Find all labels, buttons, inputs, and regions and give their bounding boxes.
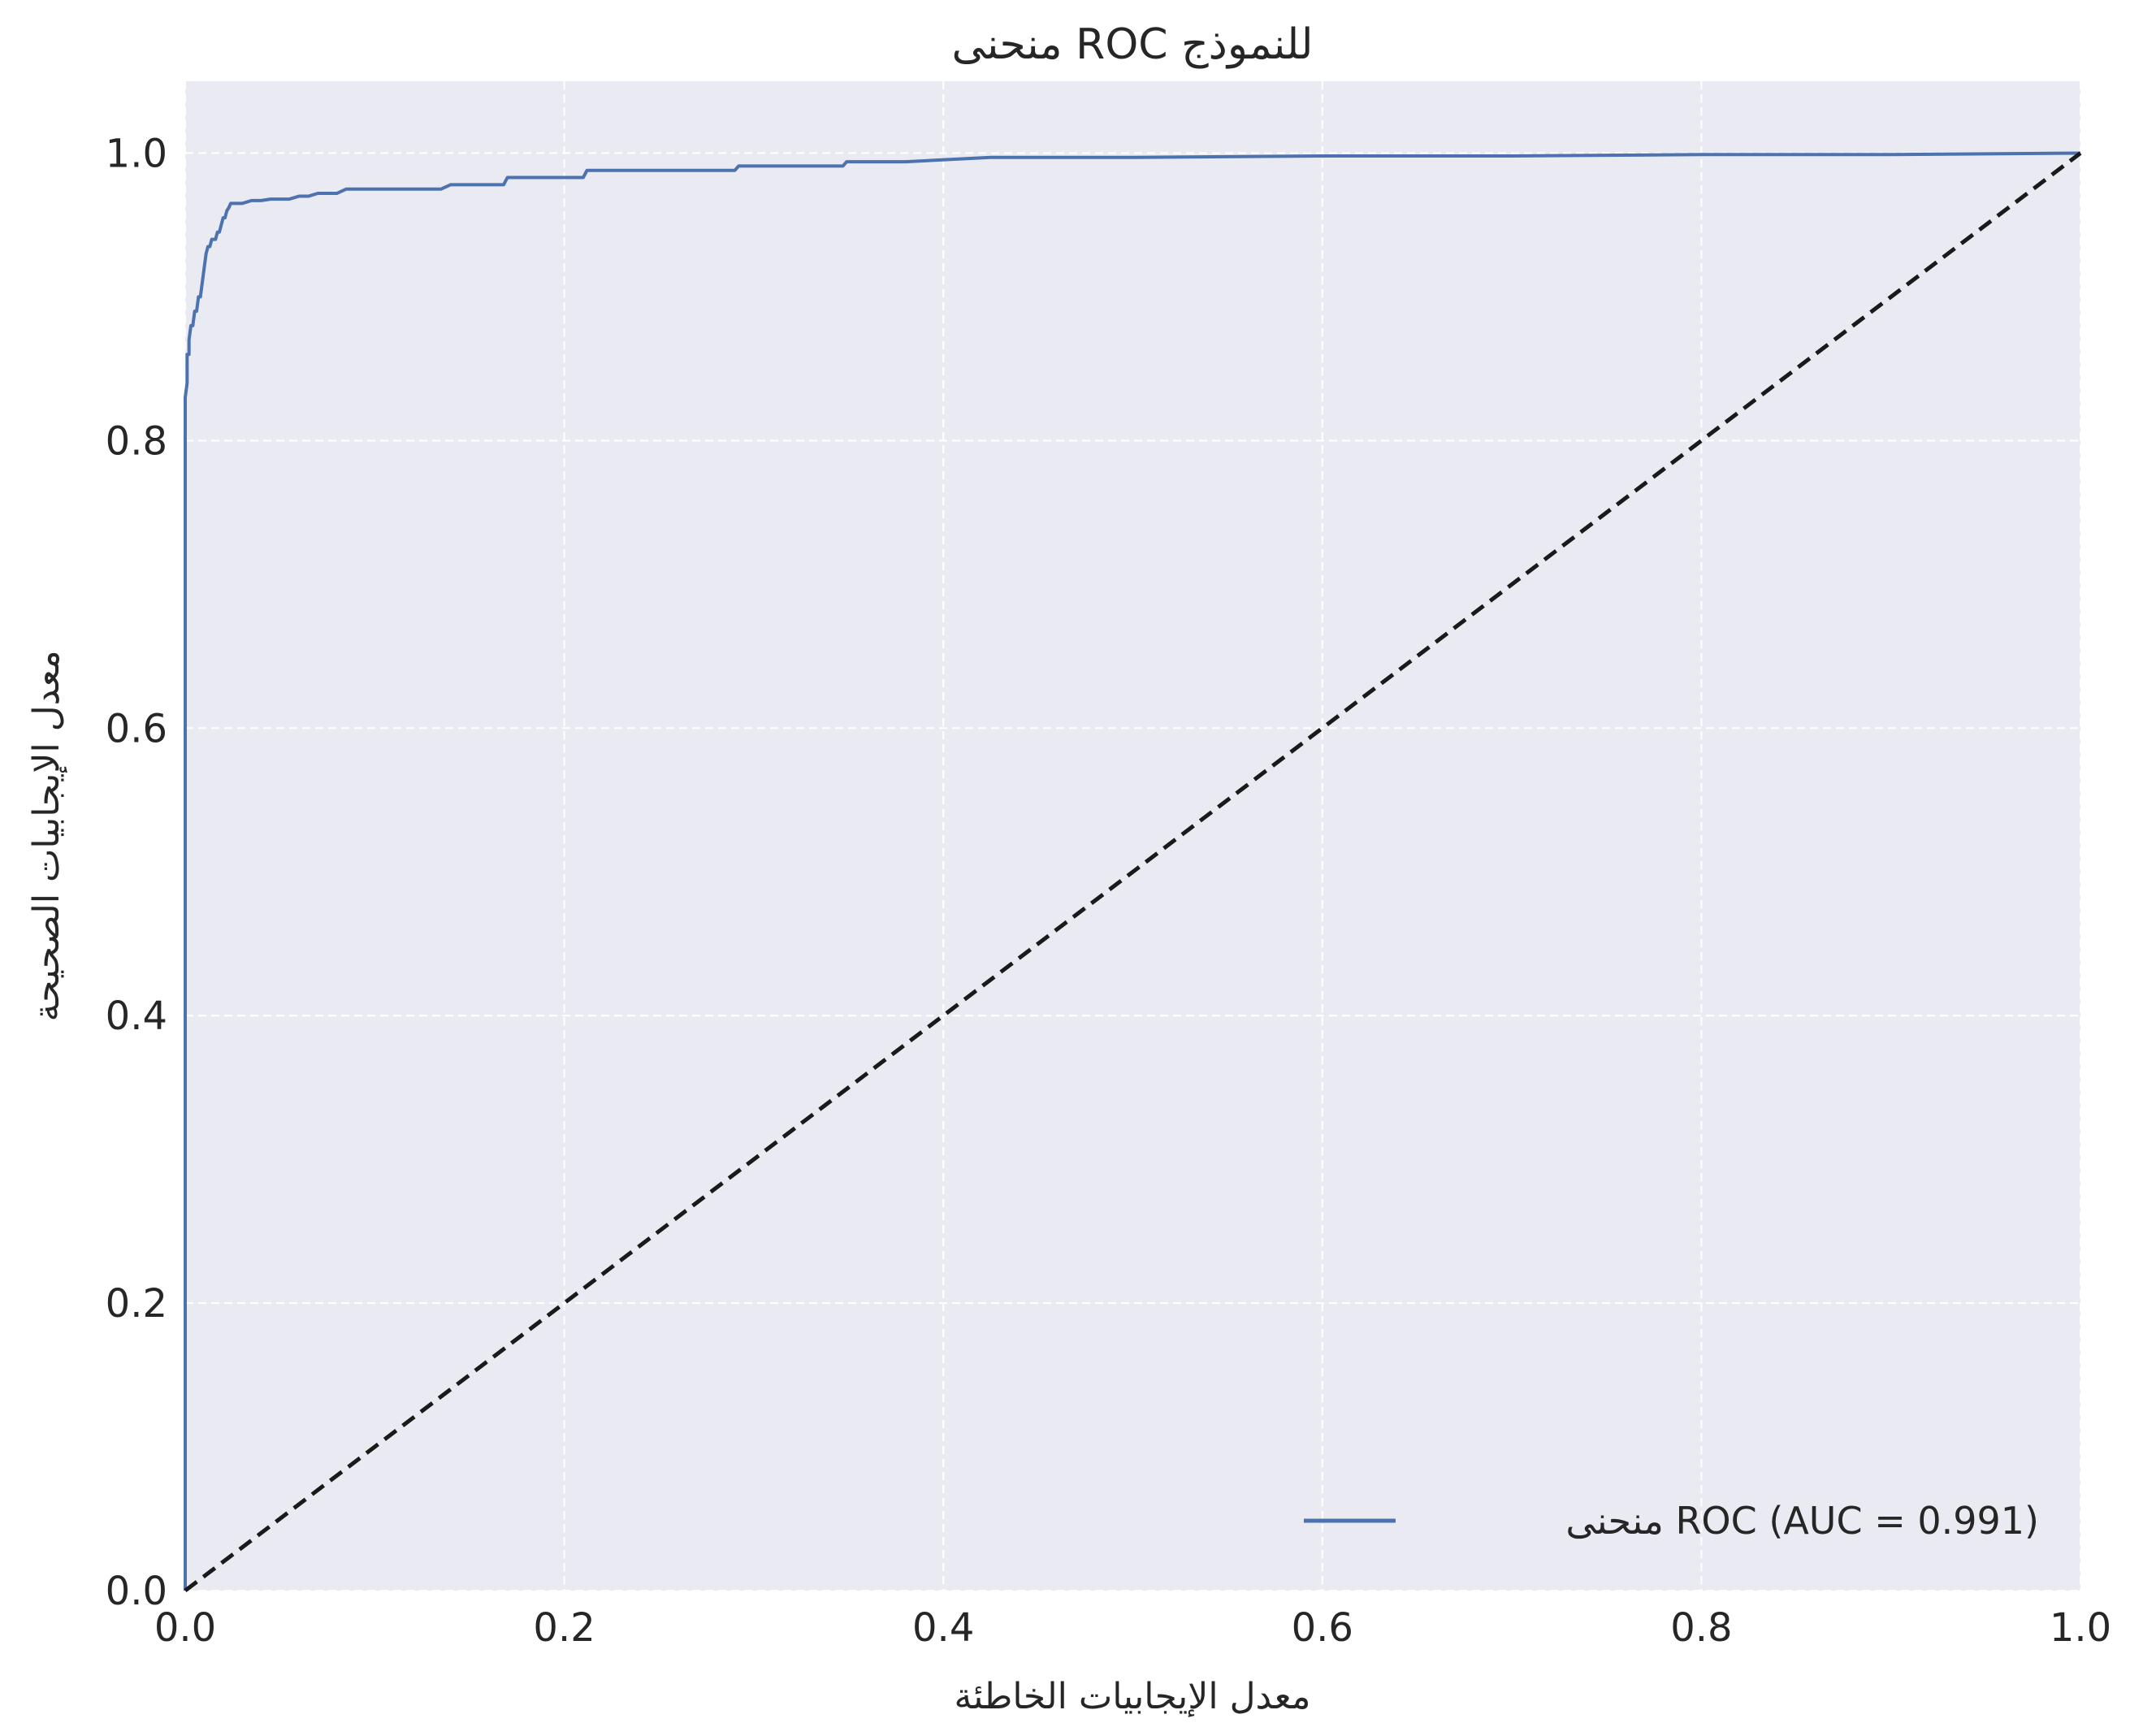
diagonal-reference-line: [184, 151, 2082, 1592]
plot-area: [185, 81, 2080, 1591]
y-axis-label: معدل الإيجابيات الصحيحة: [26, 650, 67, 1021]
y-tick-label: 0.2: [106, 1281, 167, 1327]
x-tick-label: 0.8: [1670, 1605, 1732, 1651]
y-tick-label: 0.4: [106, 994, 167, 1039]
legend-roc-label: منحنى ROC (AUC = 0.991): [1565, 1499, 2039, 1543]
tick-labels: 0.0 0.2 0.4 0.6 0.8 1.0 0.0 0.2 0.4 0.6 0.8 1.0: [106, 131, 2112, 1651]
x-tick-label: 0.6: [1292, 1605, 1353, 1651]
grid-lines: [184, 81, 2081, 1591]
series-layer: [184, 151, 2082, 1592]
chart-title: منحنى ROC للنموذج: [952, 20, 1314, 69]
x-tick-label: 1.0: [2050, 1605, 2111, 1651]
x-tick-label: 0.0: [154, 1605, 216, 1651]
x-axis-label: معدل الإيجابيات الخاطئة: [955, 1676, 1311, 1717]
x-tick-label: 0.4: [912, 1605, 974, 1651]
y-tick-label: 0.8: [106, 418, 167, 464]
y-tick-label: 1.0: [106, 131, 167, 176]
x-tick-label: 0.2: [533, 1605, 595, 1651]
y-tick-label: 0.6: [106, 706, 167, 751]
roc-curve-line: [184, 151, 2081, 1591]
legend: منحنى ROC (AUC = 0.991): [1304, 1499, 2039, 1543]
y-tick-label: 0.0: [106, 1569, 167, 1614]
